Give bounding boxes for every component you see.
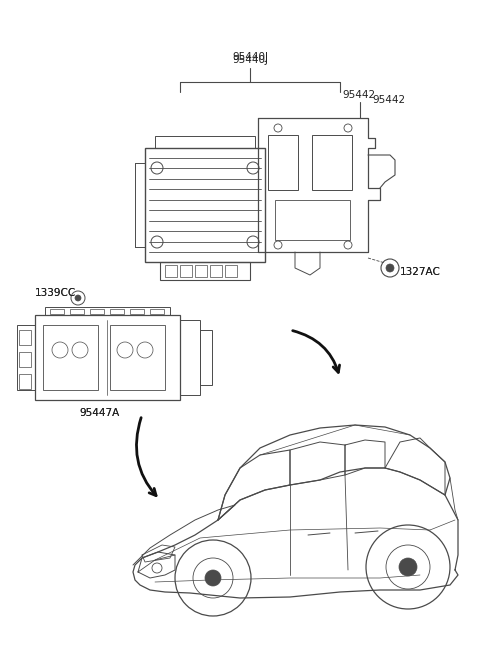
Bar <box>225 265 237 277</box>
Bar <box>90 309 104 314</box>
Text: 1339CC: 1339CC <box>35 288 76 298</box>
Text: 95440J: 95440J <box>232 55 268 65</box>
Bar <box>17 325 35 390</box>
Bar <box>155 136 255 148</box>
Bar <box>275 200 350 240</box>
Bar <box>45 307 170 315</box>
Bar <box>150 309 164 314</box>
Bar <box>200 330 212 385</box>
Bar <box>110 309 124 314</box>
Bar <box>165 265 177 277</box>
Text: 1327AC: 1327AC <box>400 267 441 277</box>
Bar <box>70 309 84 314</box>
Bar <box>50 309 64 314</box>
Bar <box>19 374 31 389</box>
Bar <box>180 320 200 395</box>
Bar <box>312 135 352 190</box>
Bar <box>195 265 207 277</box>
Bar <box>110 325 165 390</box>
Bar <box>19 330 31 345</box>
Bar <box>19 352 31 367</box>
Text: 95442: 95442 <box>372 95 405 105</box>
Bar <box>210 265 222 277</box>
Circle shape <box>386 264 394 272</box>
Text: 95447A: 95447A <box>80 408 120 418</box>
Bar <box>145 148 265 262</box>
Bar <box>160 262 250 280</box>
Circle shape <box>75 295 81 301</box>
Circle shape <box>399 558 417 576</box>
Circle shape <box>205 570 221 586</box>
Text: 1339CC: 1339CC <box>35 288 76 298</box>
Text: 1327AC: 1327AC <box>400 267 441 277</box>
Bar <box>180 265 192 277</box>
Text: 95440J: 95440J <box>232 52 268 62</box>
Bar <box>130 309 144 314</box>
Bar <box>35 315 180 400</box>
Bar <box>43 325 98 390</box>
Text: 95447A: 95447A <box>80 408 120 418</box>
Bar <box>268 135 298 190</box>
Text: 95442: 95442 <box>342 90 375 100</box>
